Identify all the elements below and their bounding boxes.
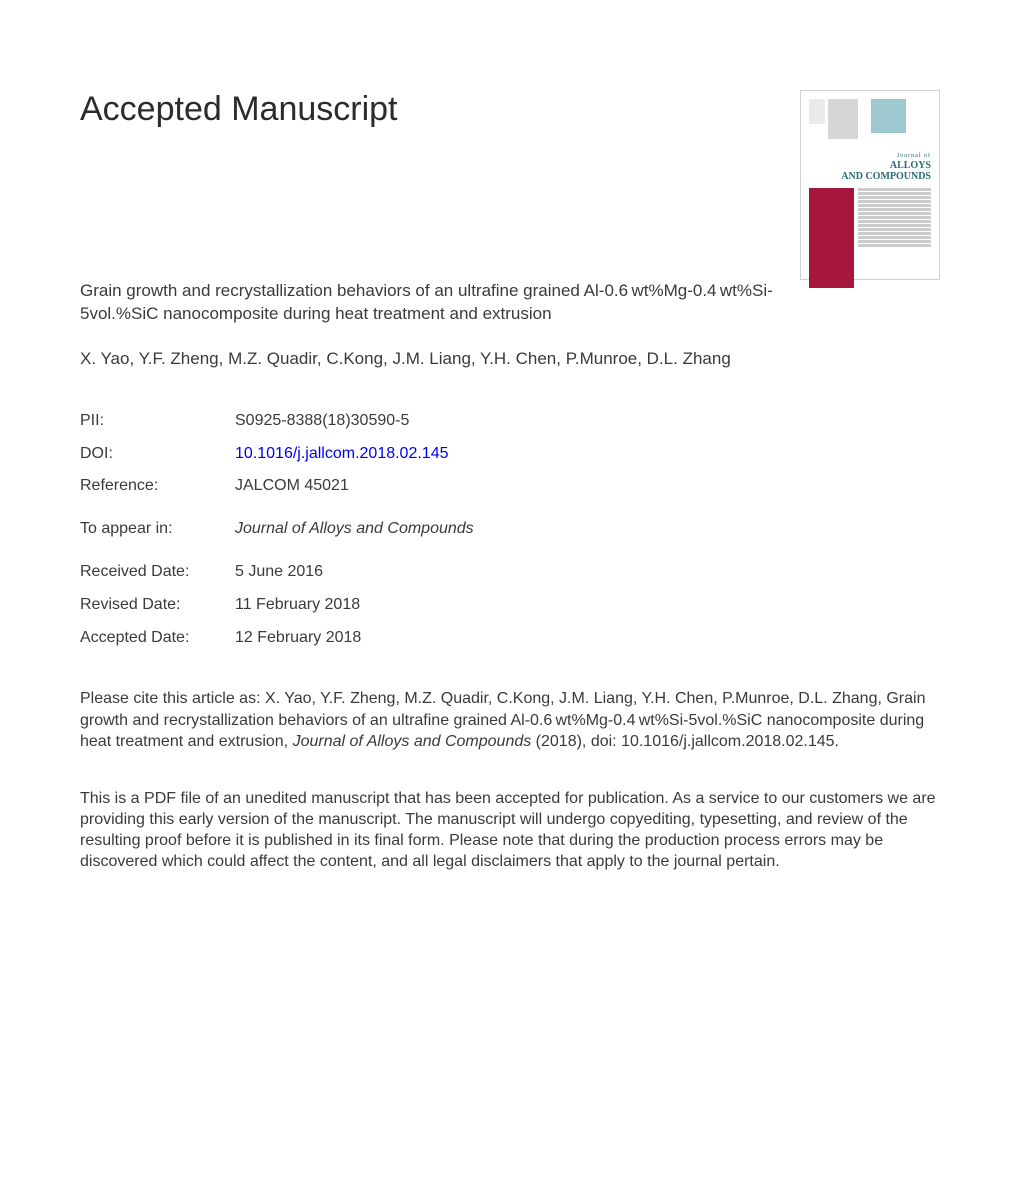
cover-accent-block [809,188,854,288]
page-heading: Accepted Manuscript [80,90,398,129]
received-date-label: Received Date: [80,562,235,583]
cover-journal-of: Journal of [809,153,931,160]
reference-label: Reference: [80,476,235,497]
metadata-block-1: PII: S0925-8388(18)30590-5 DOI: 10.1016/… [80,411,940,497]
cover-compounds: AND COMPOUNDS [809,171,931,182]
authors: X. Yao, Y.F. Zheng, M.Z. Quadir, C.Kong,… [80,348,800,371]
cover-block-grey [828,99,858,139]
citation-suffix: (2018), doi: 10.1016/j.jallcom.2018.02.1… [531,733,839,750]
citation-text: Please cite this article as: X. Yao, Y.F… [80,688,940,751]
article-title: Grain growth and recrystallization behav… [80,280,800,326]
revised-date-label: Revised Date: [80,595,235,616]
cover-block-teal [871,99,906,133]
cover-text-block [858,188,931,288]
pii-value: S0925-8388(18)30590-5 [235,411,409,432]
accepted-date-value: 12 February 2018 [235,628,361,649]
revised-date-value: 11 February 2018 [235,595,360,616]
cover-logo-block [809,99,825,124]
to-appear-value: Journal of Alloys and Compounds [235,519,474,540]
journal-cover-thumbnail: Journal of ALLOYS AND COMPOUNDS [800,90,940,280]
cover-alloys: ALLOYS [809,160,931,171]
citation-journal-name: Journal of Alloys and Compounds [293,733,532,750]
accepted-date-label: Accepted Date: [80,628,235,649]
to-appear-label: To appear in: [80,519,235,540]
doi-label: DOI: [80,444,235,465]
metadata-block-2: To appear in: Journal of Alloys and Comp… [80,519,940,540]
metadata-block-3: Received Date: 5 June 2016 Revised Date:… [80,562,940,648]
received-date-value: 5 June 2016 [235,562,323,583]
pii-label: PII: [80,411,235,432]
cover-journal-title: Journal of ALLOYS AND COMPOUNDS [809,153,931,182]
doi-link[interactable]: 10.1016/j.jallcom.2018.02.145 [235,444,449,465]
reference-value: JALCOM 45021 [235,476,349,497]
disclaimer-text: This is a PDF file of an unedited manusc… [80,788,940,872]
